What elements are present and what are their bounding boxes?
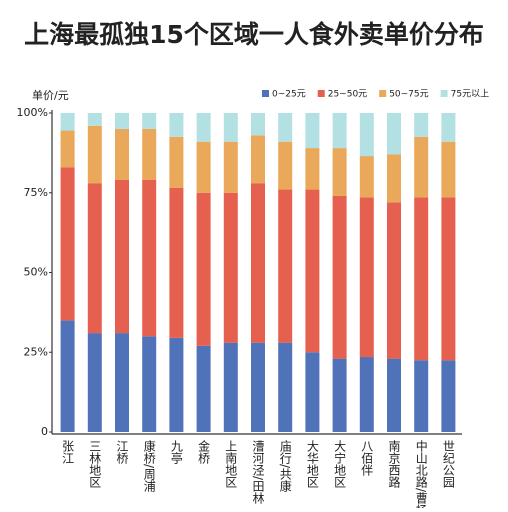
bar-segment [441,113,456,142]
bar-segment [305,113,320,149]
x-tick-label: 中山北路/曹杨 [414,439,428,508]
bar-segment [223,192,238,343]
bar-segment [251,113,265,136]
x-tick-label: 金桥 [197,439,211,465]
bar-segment [196,192,211,346]
bar-segment [115,128,129,180]
bar-segment [196,345,211,432]
bar-segment [87,113,102,126]
x-tick-label: 南京西路 [387,439,401,489]
x-tick-label: 江桥 [115,440,129,465]
bar-segment [359,357,374,432]
bar-segment [60,130,75,168]
bar-segment [169,113,184,137]
x-tick-label: 上南地区 [224,440,238,488]
bar-segment [387,202,401,359]
bar-segment [441,360,456,432]
legend-swatch [379,90,387,97]
bar-segment [223,342,238,432]
legend-label: 0~25元 [272,90,306,100]
bar-segment [196,141,211,193]
bar-segment [332,148,347,196]
x-tick-label: 八佰伴 [360,440,374,476]
bar-segment [414,113,429,137]
x-tick-label: 康桥/周浦 [142,439,156,493]
y-tick-label: 50% [24,266,48,279]
bar-segment [359,156,374,198]
bar-segment [115,333,129,432]
bar-segment [60,113,75,131]
bar-segment [251,183,265,343]
bar-segment [142,113,157,129]
bar-segment [87,183,102,334]
bar-segment [305,352,320,432]
bar-segment [60,320,75,432]
bar-segment [142,179,157,337]
bar-segment [60,167,75,321]
bar-segment [278,189,293,343]
legend-swatch [317,90,325,97]
bar-segment [87,125,102,184]
bar-segment [278,342,293,432]
bar-segment [169,187,184,338]
bar-segment [251,135,265,184]
x-tick-label: 漕河泾/田林 [251,440,265,504]
bar-segment [142,128,157,180]
legend-swatch [262,90,269,97]
bar-segment [387,113,401,155]
x-tick-label: 世纪公园 [441,440,455,489]
bar-segment [223,141,238,193]
bar-segment [305,189,320,353]
x-tick-label: 大宁地区 [333,440,347,488]
y-tick-label: 75% [24,186,48,199]
bar-segment [223,113,238,142]
legend-swatch [440,90,448,97]
x-tick-label: 九亭 [169,440,183,464]
bar-segment [387,154,401,203]
bar-segment [115,179,129,334]
legend-label: 25~50元 [328,90,367,100]
y-tick-label: 0 [41,425,48,438]
bar-segment [142,336,157,432]
bar-segment [414,136,429,198]
bar-segment [278,141,293,190]
bar-segment [196,113,211,142]
bar-segment [332,113,347,149]
bar-segment [169,337,184,432]
y-axis-label: 单价/元 [32,89,69,102]
bar-segment [251,342,265,432]
bar-segment [359,113,374,157]
bar-segment [414,197,429,361]
bar-segment [169,136,184,188]
x-tick-label: 张江 [61,440,75,464]
chart-title: 上海最孤独15个区域一人食外卖单价分布 [24,20,484,49]
bar-segment [278,113,293,142]
legend-label: 75元以上 [451,89,489,100]
y-tick-label: 25% [24,345,48,358]
bar-segment [387,358,401,432]
bar-segment [87,333,102,432]
bar-segment [115,113,129,129]
bar-segment [414,360,429,432]
x-tick-label: 大华地区 [305,440,319,488]
bar-segment [441,141,456,198]
x-tick-label: 三林地区 [88,440,102,488]
bar-segment [305,148,320,190]
bar-segment [441,197,456,361]
bar-segment [332,358,347,432]
x-tick-label: 庙行/共康 [278,440,292,492]
bar-segment [359,197,374,358]
legend-label: 50~75元 [389,90,428,100]
bar-segment [332,195,347,359]
y-tick-label: 100% [17,106,48,119]
